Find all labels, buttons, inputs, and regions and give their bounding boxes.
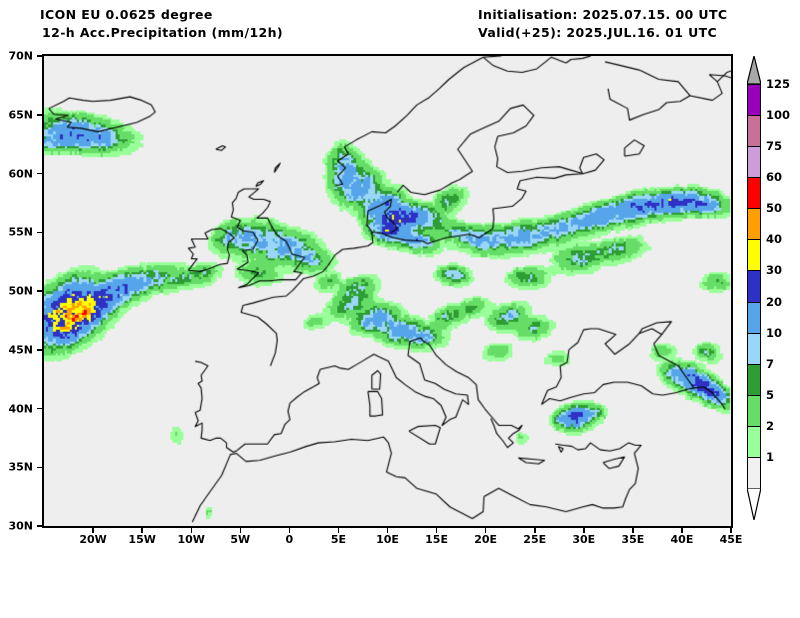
colorbar-segment[interactable] <box>747 456 761 490</box>
colorbar[interactable] <box>747 84 761 490</box>
y-tick <box>37 466 43 469</box>
x-tick <box>92 527 94 533</box>
colorbar-tick-label: 100 <box>766 108 791 123</box>
colorbar-tick-label: 7 <box>766 356 775 371</box>
x-tick <box>632 527 634 533</box>
x-tick <box>534 527 536 533</box>
colorbar-tick-label: 30 <box>766 263 783 278</box>
colorbar-under-arrow <box>747 488 761 520</box>
colorbar-tick-label: 2 <box>766 418 775 433</box>
y-tick <box>37 349 43 351</box>
x-tick <box>681 527 683 533</box>
y-tick-label: 60N <box>8 167 33 180</box>
colorbar-segment[interactable] <box>747 270 761 303</box>
y-tick <box>37 231 43 234</box>
colorbar-tick-label: 50 <box>766 201 783 216</box>
x-tick-label: 10E <box>376 533 399 546</box>
x-tick <box>239 527 242 533</box>
x-tick-label: 25E <box>523 533 547 546</box>
map-plot-area[interactable] <box>42 54 733 528</box>
colorbar-tick-label: 125 <box>766 77 791 91</box>
x-tick <box>141 527 143 533</box>
x-tick-label: 15W <box>128 533 156 546</box>
x-tick-label: 10W <box>177 533 205 546</box>
colorbar-segment[interactable] <box>747 208 761 241</box>
colorbar-tick-label: 10 <box>766 325 783 340</box>
x-tick <box>288 527 291 533</box>
x-tick-label: 0 <box>285 533 294 546</box>
colorbar-segment[interactable] <box>747 394 761 428</box>
field-title: 12-h Acc.Precipitation (mm/12h) <box>42 25 284 40</box>
header-right: Initialisation: 2025.07.15. 00 UTC Valid… <box>478 6 798 42</box>
y-tick-label: 45N <box>8 343 33 357</box>
x-tick <box>435 527 438 533</box>
valid-time: Valid(+25): 2025.JUL.16. 01 UTC <box>478 25 718 40</box>
y-tick <box>37 172 43 175</box>
y-tick-label: 65N <box>8 108 33 122</box>
x-tick-label: 20E <box>474 533 498 546</box>
x-tick-label: 20W <box>79 533 107 546</box>
y-tick-label: 30N <box>8 519 33 533</box>
colorbar-tick-label: 60 <box>766 170 783 185</box>
x-tick <box>484 527 487 533</box>
colorbar-tick-label: 20 <box>766 294 783 309</box>
x-tick-label: 45E <box>719 533 743 546</box>
colorbar-segment[interactable] <box>747 301 761 334</box>
colorbar-segment[interactable] <box>747 239 761 272</box>
x-tick-label: 30E <box>572 533 596 546</box>
y-tick-label: 70N <box>8 49 33 63</box>
x-tick <box>583 527 585 533</box>
y-tick-label: 40N <box>8 402 33 415</box>
y-tick-label: 55N <box>8 225 33 239</box>
colorbar-segment[interactable] <box>747 84 761 117</box>
colorbar-segment[interactable] <box>747 363 761 397</box>
x-tick-label: 40E <box>670 533 694 546</box>
colorbar-tick-label: 40 <box>766 232 783 247</box>
x-tick <box>337 527 340 533</box>
x-tick-label: 15E <box>425 533 448 546</box>
header-left: ICON EU 0.0625 degree 12-h Acc.Precipita… <box>40 6 440 42</box>
colorbar-segment[interactable] <box>747 146 761 179</box>
colorbar-segment[interactable] <box>747 115 761 148</box>
x-tick <box>190 527 192 533</box>
y-tick <box>37 407 43 410</box>
x-tick <box>730 527 732 533</box>
y-tick-label: 50N <box>8 284 33 298</box>
y-tick-label: 35N <box>8 460 33 474</box>
x-tick <box>386 527 389 533</box>
y-tick <box>37 114 43 116</box>
colorbar-tick-label: 5 <box>766 387 775 402</box>
x-tick-label: 35E <box>621 533 645 546</box>
model-title: ICON EU 0.0625 degree <box>40 7 213 22</box>
precipitation-raster <box>44 56 731 526</box>
x-tick-label: 5E <box>330 533 347 546</box>
colorbar-over-arrow <box>747 56 761 84</box>
initialisation-time: Initialisation: 2025.07.15. 00 UTC <box>478 7 728 22</box>
colorbar-segment[interactable] <box>747 177 761 210</box>
y-tick <box>37 525 43 527</box>
colorbar-segment[interactable] <box>747 425 761 459</box>
colorbar-tick-label: 75 <box>766 139 783 154</box>
x-tick-label: 5W <box>230 533 251 546</box>
colorbar-segment[interactable] <box>747 332 761 366</box>
y-tick <box>37 290 43 292</box>
y-tick <box>37 55 43 57</box>
colorbar-tick-label: 1 <box>766 449 775 464</box>
